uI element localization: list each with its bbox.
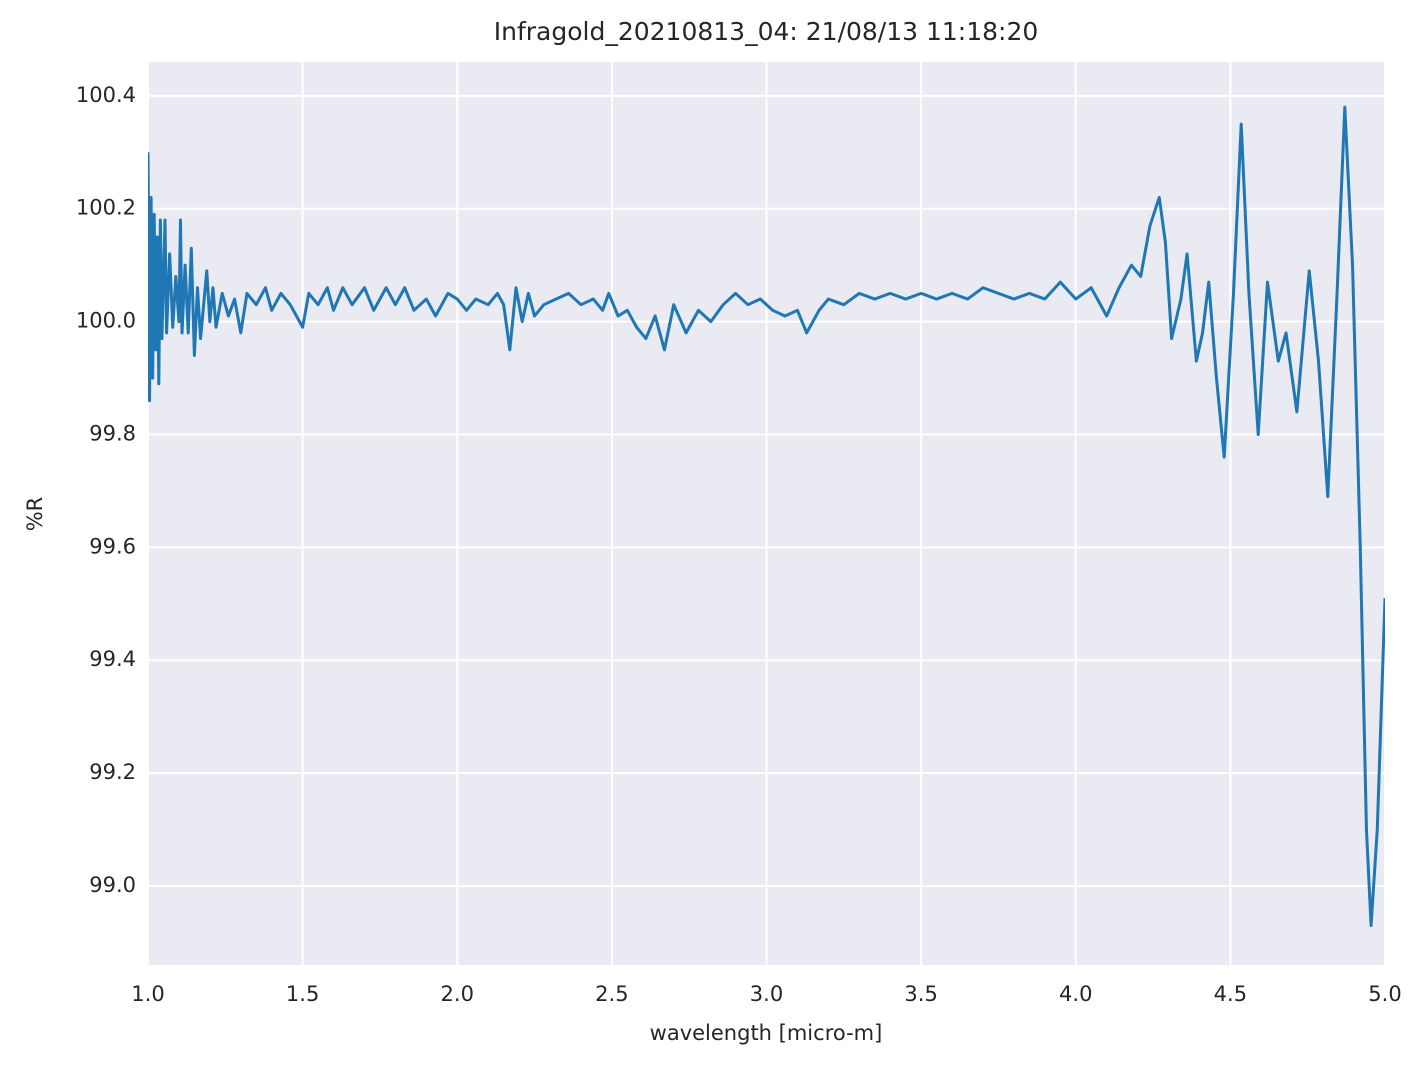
chart-title: Infragold_20210813_04: 21/08/13 11:18:20 xyxy=(494,17,1039,46)
y-tick-label: 99.4 xyxy=(89,647,136,671)
x-tick-label: 4.0 xyxy=(1059,982,1092,1006)
x-tick-label: 1.0 xyxy=(131,982,164,1006)
data-line xyxy=(148,105,1385,927)
x-axis-label: wavelength [micro-m] xyxy=(650,1021,883,1045)
y-tick-label: 99.0 xyxy=(89,873,136,897)
y-tick-label: 99.8 xyxy=(89,421,136,445)
y-tick-label: 100.4 xyxy=(76,83,136,107)
x-tick-label: 1.5 xyxy=(286,982,319,1006)
y-tick-label: 99.6 xyxy=(89,534,136,558)
x-tick-label: 2.0 xyxy=(441,982,474,1006)
x-tick-label: 2.5 xyxy=(595,982,628,1006)
y-axis-label: %R xyxy=(23,497,47,532)
x-tick-label: 3.5 xyxy=(904,982,937,1006)
y-tick-label: 99.2 xyxy=(89,760,136,784)
y-tick-label: 100.0 xyxy=(76,309,136,333)
x-tick-label: 5.0 xyxy=(1368,982,1401,1006)
x-tick-label: 3.0 xyxy=(750,982,783,1006)
x-tick-label: 4.5 xyxy=(1214,982,1247,1006)
y-tick-label: 100.2 xyxy=(76,196,136,220)
